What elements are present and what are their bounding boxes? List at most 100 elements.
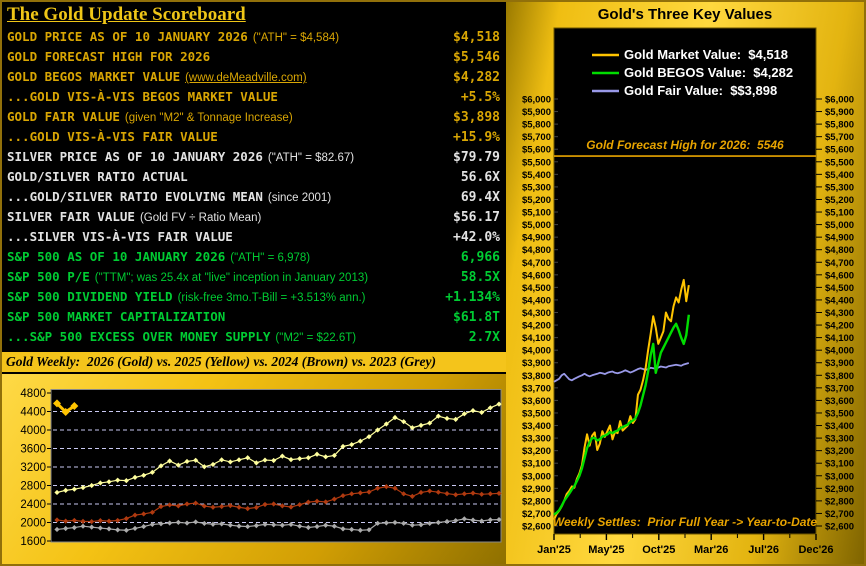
y-axis-label-left: $3,700: [522, 383, 551, 394]
y-axis-label-left: $4,500: [522, 283, 551, 294]
y-axis-label-right: $4,900: [825, 233, 854, 244]
scoreboard-row: GOLD/SILVER RATIO ACTUAL 56.6X: [7, 169, 500, 189]
y-axis-label-left: $3,600: [522, 396, 551, 407]
row-value: $4,282: [453, 70, 500, 85]
y-axis-label-right: $5,900: [825, 107, 854, 118]
y-axis-label-right: $3,100: [825, 459, 854, 470]
y-axis-label-right: $5,800: [825, 120, 854, 131]
y-axis-label-right: $4,800: [825, 245, 854, 256]
row-label: ...GOLD VIS-À-VIS FAIR VALUE: [7, 129, 218, 144]
y-axis-label: 4000: [20, 425, 46, 437]
row-note: ("ATH" = 6,978): [230, 252, 311, 264]
row-value: $3,898: [453, 110, 500, 125]
scoreboard-panel: The Gold Update Scoreboard GOLD PRICE AS…: [2, 2, 506, 350]
y-axis-label-right: $2,800: [825, 496, 854, 507]
x-axis-label: Oct'25: [642, 544, 675, 556]
y-axis-label-right: $5,600: [825, 145, 854, 156]
scoreboard-row: ...SILVER VIS-À-VIS FAIR VALUE +42.0%: [7, 229, 500, 249]
y-axis-label-left: $4,600: [522, 270, 551, 281]
page-title: The Gold Update Scoreboard: [7, 4, 246, 25]
y-axis-label-left: $5,400: [522, 170, 551, 181]
row-note: ("M2" = $22.6T): [275, 332, 357, 344]
y-axis-label-left: $3,500: [522, 408, 551, 419]
legend-label: Gold Market Value: $4,518: [624, 47, 788, 62]
legend-label: Gold Fair Value: $$3,898: [624, 83, 777, 98]
key-values-panel: $6,000 $6,000 $5,900 $5,900 $5,800 $5,800 $5,7…: [506, 2, 864, 564]
row-label: S&P 500 MARKET CAPITALIZATION: [7, 309, 226, 324]
gold-weekly-panel: Gold Weekly: 2026 (Gold) vs. 2025 (Yello…: [2, 350, 506, 564]
weekly-plot: 4800 4400 4000 3600 3200 2800 2400 2000 1600: [20, 388, 502, 548]
y-axis-label-right: $2,600: [825, 522, 854, 533]
y-axis-label-left: $4,400: [522, 295, 551, 306]
scoreboard-row: ...GOLD/SILVER RATIO EVOLVING MEAN (since…: [7, 189, 500, 209]
y-axis-label-left: $5,800: [522, 120, 551, 131]
scoreboard-row: S&P 500 MARKET CAPITALIZATION $61.8T: [7, 309, 500, 329]
chart-annotation: Weekly Settles: Prior Full Year -> Year-…: [553, 515, 818, 529]
y-axis-label-right: $4,500: [825, 283, 854, 294]
y-axis-label-right: $5,700: [825, 132, 854, 143]
legend-label: Gold BEGOS Value: $4,282: [624, 65, 793, 80]
key-values-chart: $6,000 $6,000$5,900 $5,900$5,800 $5,800$5,7…: [522, 27, 854, 556]
y-axis-label-left: $4,900: [522, 233, 551, 244]
y-axis-label-right: $3,500: [825, 408, 854, 419]
y-axis-label-right: $5,300: [825, 182, 854, 193]
row-label: ...SILVER VIS-À-VIS FAIR VALUE: [7, 229, 233, 244]
row-value: $5,546: [453, 50, 500, 65]
row-label: GOLD BEGOS MARKET VALUE: [7, 69, 181, 84]
y-axis-label-right: $5,400: [825, 170, 854, 181]
row-label: S&P 500 P/E: [7, 269, 90, 284]
scoreboard-row: SILVER PRICE AS OF 10 JANUARY 2026 ("ATH"…: [7, 149, 500, 169]
y-axis-label-left: $5,600: [522, 145, 551, 156]
y-axis-label-right: $3,400: [825, 421, 854, 432]
forecast-label: Gold Forecast High for 2026: 5546: [586, 138, 784, 152]
row-note-link[interactable]: (www.deMeadville.com): [185, 72, 307, 84]
row-value: +1.134%: [445, 290, 500, 305]
y-axis-label-left: $5,100: [522, 208, 551, 219]
row-label: ...S&P 500 EXCESS OVER MONEY SUPPLY: [7, 329, 271, 344]
y-axis-label-left: $2,700: [522, 509, 551, 520]
y-axis-label-right: $4,700: [825, 258, 854, 269]
y-axis-label-left: $3,400: [522, 421, 551, 432]
scoreboard-rows: GOLD PRICE AS OF 10 JANUARY 2026 ("ATH" =…: [7, 29, 500, 349]
row-value: 58.5X: [460, 270, 500, 285]
y-axis-label-right: $4,200: [825, 321, 854, 332]
scoreboard-row: S&P 500 P/E ("TTM"; was 25.4x at "live" i…: [7, 269, 500, 289]
scoreboard-row: GOLD PRICE AS OF 10 JANUARY 2026 ("ATH" =…: [7, 29, 500, 49]
scoreboard-row: SILVER FAIR VALUE (Gold FV ÷ Ratio Mean) $…: [7, 209, 500, 229]
series-2024: [56, 486, 500, 523]
row-label: GOLD PRICE AS OF 10 JANUARY 2026: [7, 29, 248, 44]
row-note: ("TTM"; was 25.4x at "live" inception in…: [94, 272, 369, 284]
y-axis-label-right: $3,900: [825, 358, 854, 369]
y-axis-label-left: $5,700: [522, 132, 551, 143]
y-axis-label-right: $4,000: [825, 346, 854, 357]
y-axis-label-right: $3,300: [825, 434, 854, 445]
row-value: 6,966: [460, 250, 500, 265]
x-axis-label: Dec'26: [798, 544, 833, 556]
row-value: +42.0%: [453, 230, 500, 245]
scoreboard-row: S&P 500 AS OF 10 JANUARY 2026 ("ATH" = 6,…: [7, 249, 500, 269]
series-2025: [56, 403, 500, 494]
row-value: $56.17: [453, 210, 500, 225]
y-axis-label: 3200: [20, 462, 46, 474]
x-axis-label: Jan'25: [537, 544, 571, 556]
y-axis-label-right: $2,700: [825, 509, 854, 520]
y-axis-label: 3600: [20, 444, 46, 456]
row-value: 69.4X: [460, 190, 500, 205]
y-axis-label-right: $5,000: [825, 220, 854, 231]
y-axis-label-right: $5,500: [825, 157, 854, 168]
y-axis-label-right: $3,800: [825, 371, 854, 382]
row-label: GOLD FORECAST HIGH FOR 2026: [7, 49, 211, 64]
y-axis-label-right: $3,700: [825, 383, 854, 394]
y-axis-label-right: $4,600: [825, 270, 854, 281]
row-label: SILVER PRICE AS OF 10 JANUARY 2026: [7, 149, 263, 164]
y-axis-label-left: $5,300: [522, 182, 551, 193]
x-axis-label: May'25: [588, 544, 624, 556]
y-axis-label-left: $2,900: [522, 484, 551, 495]
y-axis-label-left: $5,500: [522, 157, 551, 168]
row-label: SILVER FAIR VALUE: [7, 209, 135, 224]
y-axis-label-right: $2,900: [825, 484, 854, 495]
row-note: ("ATH" = $4,584): [252, 32, 340, 44]
row-value: $79.79: [453, 150, 500, 165]
y-axis-label-left: $6,000: [522, 95, 551, 106]
y-axis-label-left: $4,200: [522, 321, 551, 332]
